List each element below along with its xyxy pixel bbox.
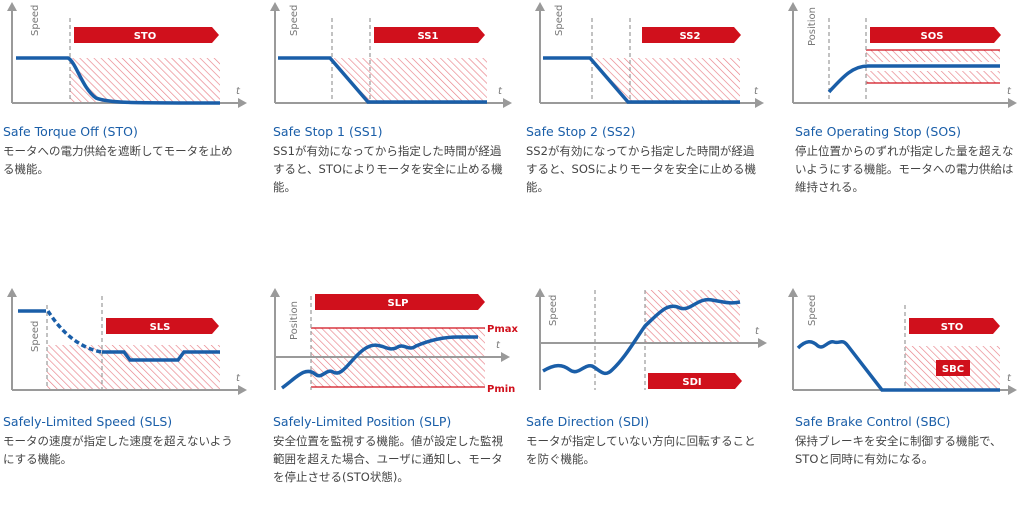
x-axis-arrow-icon [1008,385,1017,395]
tolerance-zone-upper [866,50,1000,62]
panel-ss1: Speed t SS1 [270,2,512,108]
banner-sls [106,318,219,334]
speed-curve-decel [46,310,103,354]
panel-title-slp: Safely-Limited Position (SLP) [273,414,452,429]
speed-curve [278,56,487,104]
x-axis-arrow-icon [501,352,510,362]
banner-label: SLS [150,322,171,333]
x-axis-label: t [236,86,241,97]
pmax-label: Pmax [487,324,518,335]
panel-title-sos: Safe Operating Stop (SOS) [795,124,961,139]
y-axis-arrow-icon [7,288,17,297]
y-axis-label: Speed [30,5,41,36]
banner-label: STO [134,31,157,42]
y-axis-label: Speed [807,295,818,326]
y-axis-arrow-icon [788,288,798,297]
monitoring-zone [47,345,220,390]
x-axis-label: t [1007,373,1012,384]
position-curve [280,335,478,390]
panel-sos: Position t SOS [788,2,1017,108]
x-axis-label: t [755,326,760,337]
monitoring-zone [70,58,220,103]
panel-desc-sdi: モータが指定していない方向に回転することを防ぐ機能。 [526,434,756,466]
x-axis-label: t [498,86,503,97]
banner-ss2 [642,27,741,43]
y-axis-label: Position [807,7,818,46]
banner-label: STO [941,322,964,333]
y-axis-arrow-icon [270,288,280,297]
banner-slp [315,294,485,310]
x-axis-label: t [496,340,501,351]
panel-slp: Position t SLP Pmax Pmin [270,288,518,395]
monitoring-zone [592,58,740,103]
x-axis-arrow-icon [1008,98,1017,108]
panel-desc-sos: 停止位置からのずれが指定した量を超えないようにする機能。モータへの電力供給は維持… [795,144,1014,194]
banner-sos [870,27,1001,43]
y-axis-arrow-icon [788,2,798,11]
panel-sdi: Speed t SDI [535,288,767,390]
y-axis-arrow-icon [535,2,545,11]
panel-title-ss2: Safe Stop 2 (SS2) [526,124,636,139]
panel-desc-ss2: SS2が有効になってから指定した時間が経過すると、SOSによりモータを安全に止め… [526,144,756,194]
banner-sto [909,318,1000,334]
banner-ss1 [374,27,485,43]
panel-desc-sls: モータの速度が指定した速度を超えないようにする機能。 [3,434,233,466]
x-axis-arrow-icon [755,98,764,108]
banner-label: SDI [682,377,701,388]
x-axis-arrow-icon [238,98,247,108]
panel-sbc: Speed t STO SBC [788,288,1017,395]
panel-sls: Speed t SLS [7,288,247,395]
panel-title-ss1: Safe Stop 1 (SS1) [273,124,383,139]
y-axis-label: Speed [289,5,300,36]
y-axis-label: Speed [554,5,565,36]
x-axis-arrow-icon [758,338,767,348]
x-axis-label: t [236,373,241,384]
panel-title-sls: Safely-Limited Speed (SLS) [3,414,173,429]
panel-desc-slp: 安全位置を監視する機能。値が設定した監視範囲を超えた場合、ユーザに通知し、モータ… [273,434,503,484]
y-axis-arrow-icon [535,288,545,297]
x-axis-label: t [754,86,759,97]
speed-curve-limited [102,350,220,362]
badge-label: SBC [942,364,964,375]
y-axis-label: Speed [548,295,559,326]
speed-curve [542,297,741,376]
banner-sdi [648,373,742,389]
panel-desc-ss1: SS1が有効になってから指定した時間が経過すると、STOによりモータを安全に止め… [273,144,503,194]
pmin-label: Pmin [487,384,515,395]
panel-title-sto: Safe Torque Off (STO) [3,124,138,139]
y-axis-label: Position [289,301,300,340]
y-axis-arrow-icon [270,2,280,11]
panel-desc-sto: モータへの電力供給を遮断してモータを止める機能。 [3,144,233,176]
y-axis-label: Speed [30,321,41,352]
y-axis-arrow-icon [7,2,17,11]
monitoring-zone [332,58,487,103]
banner-label: SLP [388,298,409,309]
panel-ss2: Speed t SS2 [535,2,764,108]
tolerance-zone-lower [866,71,1000,83]
panel-title-sbc: Safe Brake Control (SBC) [795,414,951,429]
x-axis-arrow-icon [238,385,247,395]
banner-sto [74,27,219,43]
banner-label: SOS [921,31,944,42]
speed-curve [543,56,740,104]
position-curve [827,64,1000,94]
panel-desc-sbc: 保持ブレーキを安全に制御する機能で、STOと同時に有効になる。 [795,434,1002,466]
monitoring-zone [645,290,740,343]
panel-title-sdi: Safe Direction (SDI) [526,414,650,429]
speed-curve [796,339,1000,392]
banner-label: SS1 [418,31,439,42]
speed-curve [16,56,221,105]
panel-sto: Speed t STO [7,2,247,108]
badge-sbc [936,360,970,376]
x-axis-label: t [1007,86,1012,97]
banner-label: SS2 [680,31,701,42]
x-axis-arrow-icon [503,98,512,108]
